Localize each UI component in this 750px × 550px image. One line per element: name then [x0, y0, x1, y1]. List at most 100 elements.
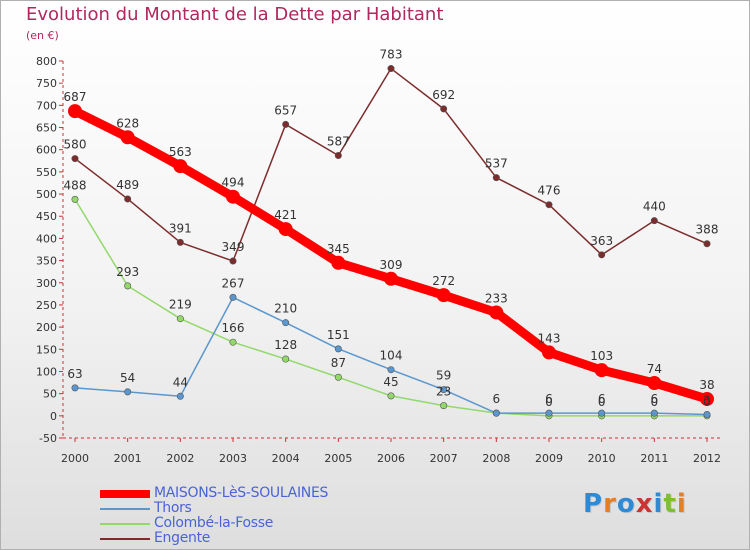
data-point: [703, 240, 711, 248]
data-label: 63: [67, 367, 82, 381]
data-label: 488: [64, 178, 87, 192]
data-label: 309: [380, 258, 403, 272]
data-label: 45: [383, 375, 398, 389]
data-point: [492, 409, 500, 417]
legend-label-maisons: MAISONS-LèS-SOULAINES: [154, 485, 329, 501]
data-point: [440, 105, 448, 113]
x-tick-label: 2010: [588, 452, 616, 465]
data-label: 494: [222, 176, 245, 190]
data-label: 54: [120, 371, 135, 385]
data-label: 267: [222, 276, 245, 290]
data-label: 391: [169, 221, 192, 235]
data-point: [176, 315, 184, 323]
x-tick-label: 2003: [219, 452, 247, 465]
y-tick-label: 800: [36, 55, 57, 68]
x-tick-label: 2000: [61, 452, 89, 465]
data-label: 563: [169, 145, 192, 159]
data-point: [120, 130, 135, 145]
data-point: [71, 384, 79, 392]
chart-subtitle: (en €): [26, 29, 59, 42]
y-tick-label: 0: [50, 410, 57, 423]
data-label: 74: [647, 362, 662, 376]
data-label: 59: [436, 369, 451, 383]
x-tick-label: 2007: [430, 452, 458, 465]
data-label: 363: [590, 234, 613, 248]
data-label: 6: [545, 392, 553, 406]
data-point: [384, 271, 398, 286]
data-label: 38: [699, 378, 714, 392]
data-point: [542, 345, 556, 360]
data-point: [489, 305, 504, 320]
data-point: [124, 282, 132, 290]
data-label: 151: [327, 328, 350, 342]
y-tick-label: 700: [36, 99, 57, 112]
data-label: 0: [651, 395, 659, 409]
y-tick-label: 400: [36, 232, 57, 245]
data-label: 440: [643, 200, 666, 214]
data-label: 23: [436, 385, 451, 399]
data-label: 657: [274, 103, 297, 117]
data-point: [598, 251, 606, 259]
data-point: [492, 174, 500, 182]
data-label: 293: [116, 265, 139, 279]
logo-letter: x: [635, 489, 654, 519]
data-point: [647, 376, 662, 391]
data-point: [68, 104, 82, 119]
logo-letter: r: [603, 489, 617, 519]
data-label: 628: [116, 116, 139, 130]
data-point: [229, 257, 237, 265]
data-label: 349: [222, 240, 245, 254]
y-tick-label: -50: [39, 432, 57, 445]
data-point: [282, 319, 290, 327]
data-point: [176, 392, 184, 400]
data-label: 166: [222, 321, 245, 335]
data-label: 44: [173, 375, 188, 389]
data-label: 87: [331, 356, 346, 370]
legend-label-colombe: Colombé-la-Fosse: [154, 515, 274, 531]
x-tick-label: 2004: [272, 452, 300, 465]
data-label: 128: [274, 338, 297, 352]
data-point: [71, 155, 79, 163]
data-label: 687: [64, 90, 87, 104]
data-label: 6: [598, 392, 606, 406]
logo-letter: t: [663, 489, 677, 519]
x-tick-label: 2005: [324, 452, 352, 465]
chart-title: Evolution du Montant de la Dette par Hab…: [26, 4, 444, 25]
y-tick-label: 500: [36, 188, 57, 201]
data-point: [440, 386, 448, 394]
data-point: [440, 402, 448, 410]
data-point: [387, 366, 395, 374]
y-tick-label: 750: [36, 77, 57, 90]
data-label: 388: [696, 223, 719, 237]
data-label: 476: [538, 184, 561, 198]
data-point: [334, 345, 342, 353]
y-tick-label: 200: [36, 321, 57, 334]
logo-letter: o: [616, 489, 636, 519]
data-point: [124, 195, 132, 203]
data-label: 0: [703, 395, 711, 409]
y-tick-label: 50: [43, 388, 57, 401]
data-label: 0: [545, 395, 553, 409]
data-label: 6: [493, 392, 501, 406]
data-point: [598, 409, 606, 417]
data-point: [436, 288, 451, 303]
x-tick-label: 2008: [482, 452, 510, 465]
proxiti-logo: Proxiti: [583, 489, 687, 519]
data-point: [703, 410, 711, 418]
y-tick-label: 600: [36, 144, 57, 157]
data-point: [176, 238, 184, 246]
data-point: [226, 189, 240, 204]
data-point: [650, 217, 658, 225]
data-label: 0: [598, 395, 606, 409]
data-point: [545, 409, 553, 417]
data-label: 489: [116, 178, 139, 192]
data-label: 587: [327, 134, 350, 148]
y-tick-label: 550: [36, 166, 57, 179]
data-point: [71, 195, 79, 203]
data-label: 345: [327, 242, 350, 256]
data-point: [700, 391, 714, 406]
data-point: [229, 338, 237, 346]
y-tick-label: 150: [36, 343, 57, 356]
data-label: 421: [274, 208, 297, 222]
